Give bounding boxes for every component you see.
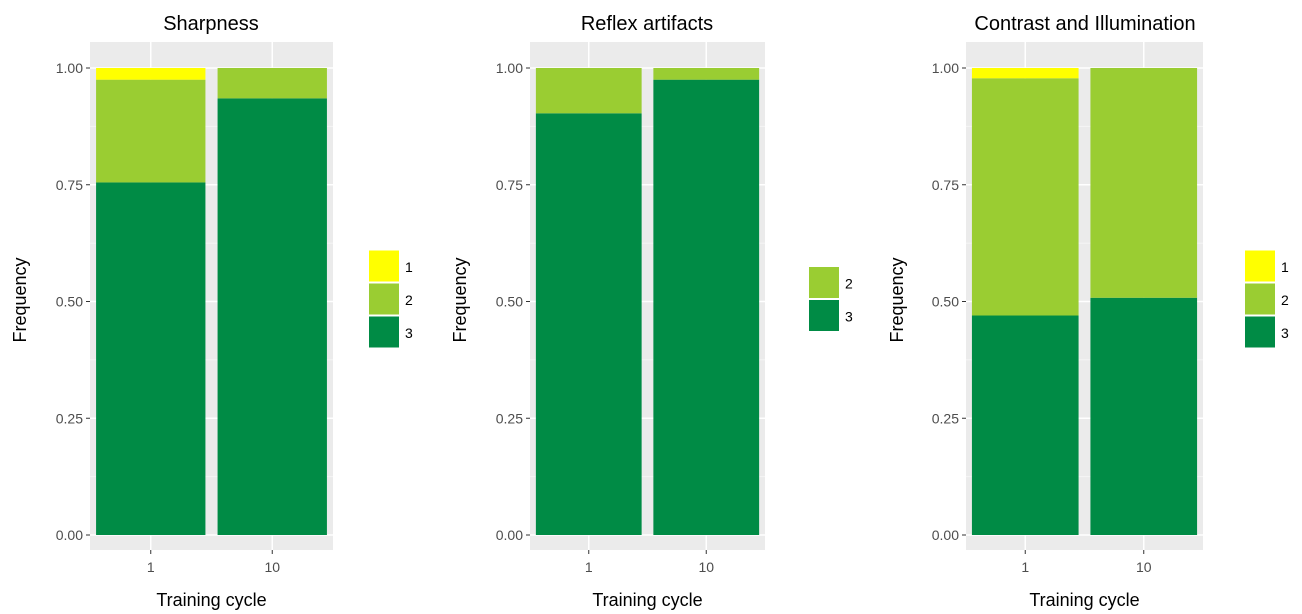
bar-segment-2 xyxy=(217,68,327,99)
bar-segment-2 xyxy=(535,68,642,114)
bar-segment-3 xyxy=(217,98,327,535)
legend-key-2 xyxy=(1245,283,1275,315)
legend-label: 2 xyxy=(405,292,413,308)
y-tick-label: 1.00 xyxy=(496,60,523,76)
y-tick-label: 1.00 xyxy=(932,60,959,76)
x-tick-label: 1 xyxy=(147,559,155,575)
bar-segment-3 xyxy=(96,182,206,536)
legend-label: 3 xyxy=(405,325,413,341)
x-tick-label: 1 xyxy=(1021,559,1029,575)
y-tick-label: 0.50 xyxy=(56,294,83,310)
x-tick-label: 1 xyxy=(585,559,593,575)
legend-label: 2 xyxy=(845,276,853,292)
y-tick-label: 0.00 xyxy=(932,527,959,543)
bar-segment-3 xyxy=(971,315,1079,535)
legend-label: 1 xyxy=(1281,259,1289,275)
legend-key-2 xyxy=(809,267,839,298)
bar-segment-1 xyxy=(96,68,206,80)
bar-segment-3 xyxy=(535,113,642,535)
y-tick-label: 0.25 xyxy=(496,410,523,426)
bar-segment-1 xyxy=(971,68,1079,79)
bar-segment-3 xyxy=(1090,297,1198,535)
y-axis-label: Frequency xyxy=(10,257,30,342)
legend-label: 1 xyxy=(405,259,413,275)
chart-title: Contrast and Illumination xyxy=(974,13,1195,35)
bar-segment-3 xyxy=(653,79,760,536)
x-axis-label: Training cycle xyxy=(156,590,266,610)
x-tick-label: 10 xyxy=(698,559,714,575)
chart-title: Sharpness xyxy=(163,13,259,35)
y-tick-label: 0.00 xyxy=(56,527,83,543)
legend-key-1 xyxy=(369,250,399,282)
y-axis-label: Frequency xyxy=(450,257,470,342)
legend-label: 2 xyxy=(1281,292,1289,308)
y-tick-label: 0.75 xyxy=(932,177,959,193)
y-tick-label: 1.00 xyxy=(56,60,83,76)
legend-key-3 xyxy=(369,316,399,348)
bar-segment-2 xyxy=(653,68,760,80)
y-axis-label: Frequency xyxy=(887,257,907,342)
x-axis-label: Training cycle xyxy=(592,590,702,610)
legend-key-1 xyxy=(1245,250,1275,282)
y-tick-label: 0.00 xyxy=(496,527,523,543)
y-tick-label: 0.25 xyxy=(56,410,83,426)
legend-key-2 xyxy=(369,283,399,315)
legend-label: 3 xyxy=(1281,325,1289,341)
bar-segment-2 xyxy=(1090,68,1198,298)
x-tick-label: 10 xyxy=(1136,559,1152,575)
y-tick-label: 0.50 xyxy=(932,294,959,310)
x-axis-label: Training cycle xyxy=(1029,590,1139,610)
x-tick-label: 10 xyxy=(264,559,280,575)
legend-label: 3 xyxy=(845,309,853,325)
y-tick-label: 0.75 xyxy=(496,177,523,193)
y-tick-label: 0.25 xyxy=(932,410,959,426)
bar-segment-2 xyxy=(96,79,206,183)
y-tick-label: 0.50 xyxy=(496,294,523,310)
chart-title: Reflex artifacts xyxy=(581,13,713,35)
legend-key-3 xyxy=(809,300,839,331)
bar-segment-2 xyxy=(971,78,1079,316)
legend-key-3 xyxy=(1245,316,1275,348)
y-tick-label: 0.75 xyxy=(56,177,83,193)
